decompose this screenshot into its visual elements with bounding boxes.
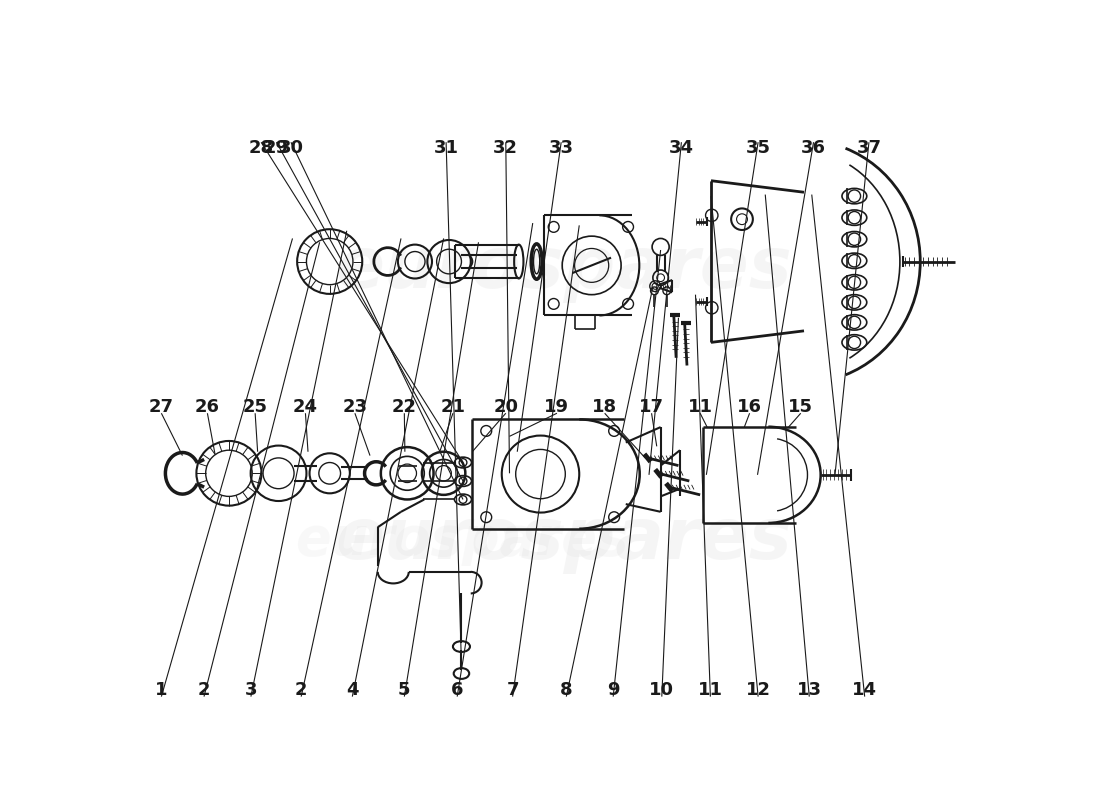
Text: 1: 1 [155,682,167,699]
Text: 25: 25 [243,398,267,416]
Text: 11: 11 [697,682,723,699]
Text: 9: 9 [607,682,619,699]
Text: 2: 2 [198,682,210,699]
Text: 34: 34 [669,139,694,158]
Text: 11: 11 [688,398,713,416]
Text: 22: 22 [392,398,417,416]
Text: 28: 28 [249,139,274,158]
Text: 14: 14 [852,682,877,699]
Text: 36: 36 [801,139,826,158]
Text: 18: 18 [592,398,617,416]
Text: 21: 21 [440,398,465,416]
Text: 13: 13 [796,682,822,699]
Text: 31: 31 [433,139,459,158]
Text: 8: 8 [560,682,573,699]
Text: 29: 29 [264,139,289,158]
Text: 2: 2 [295,682,307,699]
Text: 6: 6 [451,682,463,699]
Text: 24: 24 [293,398,318,416]
Text: 19: 19 [544,398,570,416]
Text: eurospares: eurospares [336,234,792,303]
Text: 17: 17 [639,398,664,416]
Text: 37: 37 [857,139,881,158]
Text: 10: 10 [649,682,674,699]
Text: eurospares: eurospares [336,505,792,574]
Text: 23: 23 [342,398,367,416]
Text: 30: 30 [278,139,304,158]
Text: 16: 16 [737,398,762,416]
Text: 32: 32 [493,139,518,158]
Text: 12: 12 [746,682,771,699]
Text: 20: 20 [493,398,518,416]
Text: 7: 7 [506,682,519,699]
Text: 35: 35 [746,139,771,158]
Text: 3: 3 [244,682,257,699]
Text: 15: 15 [789,398,813,416]
Text: 5: 5 [398,682,410,699]
Text: 33: 33 [549,139,574,158]
Text: eurospares: eurospares [295,514,628,566]
Text: 26: 26 [195,398,220,416]
Text: 27: 27 [148,398,174,416]
Text: 4: 4 [346,682,359,699]
